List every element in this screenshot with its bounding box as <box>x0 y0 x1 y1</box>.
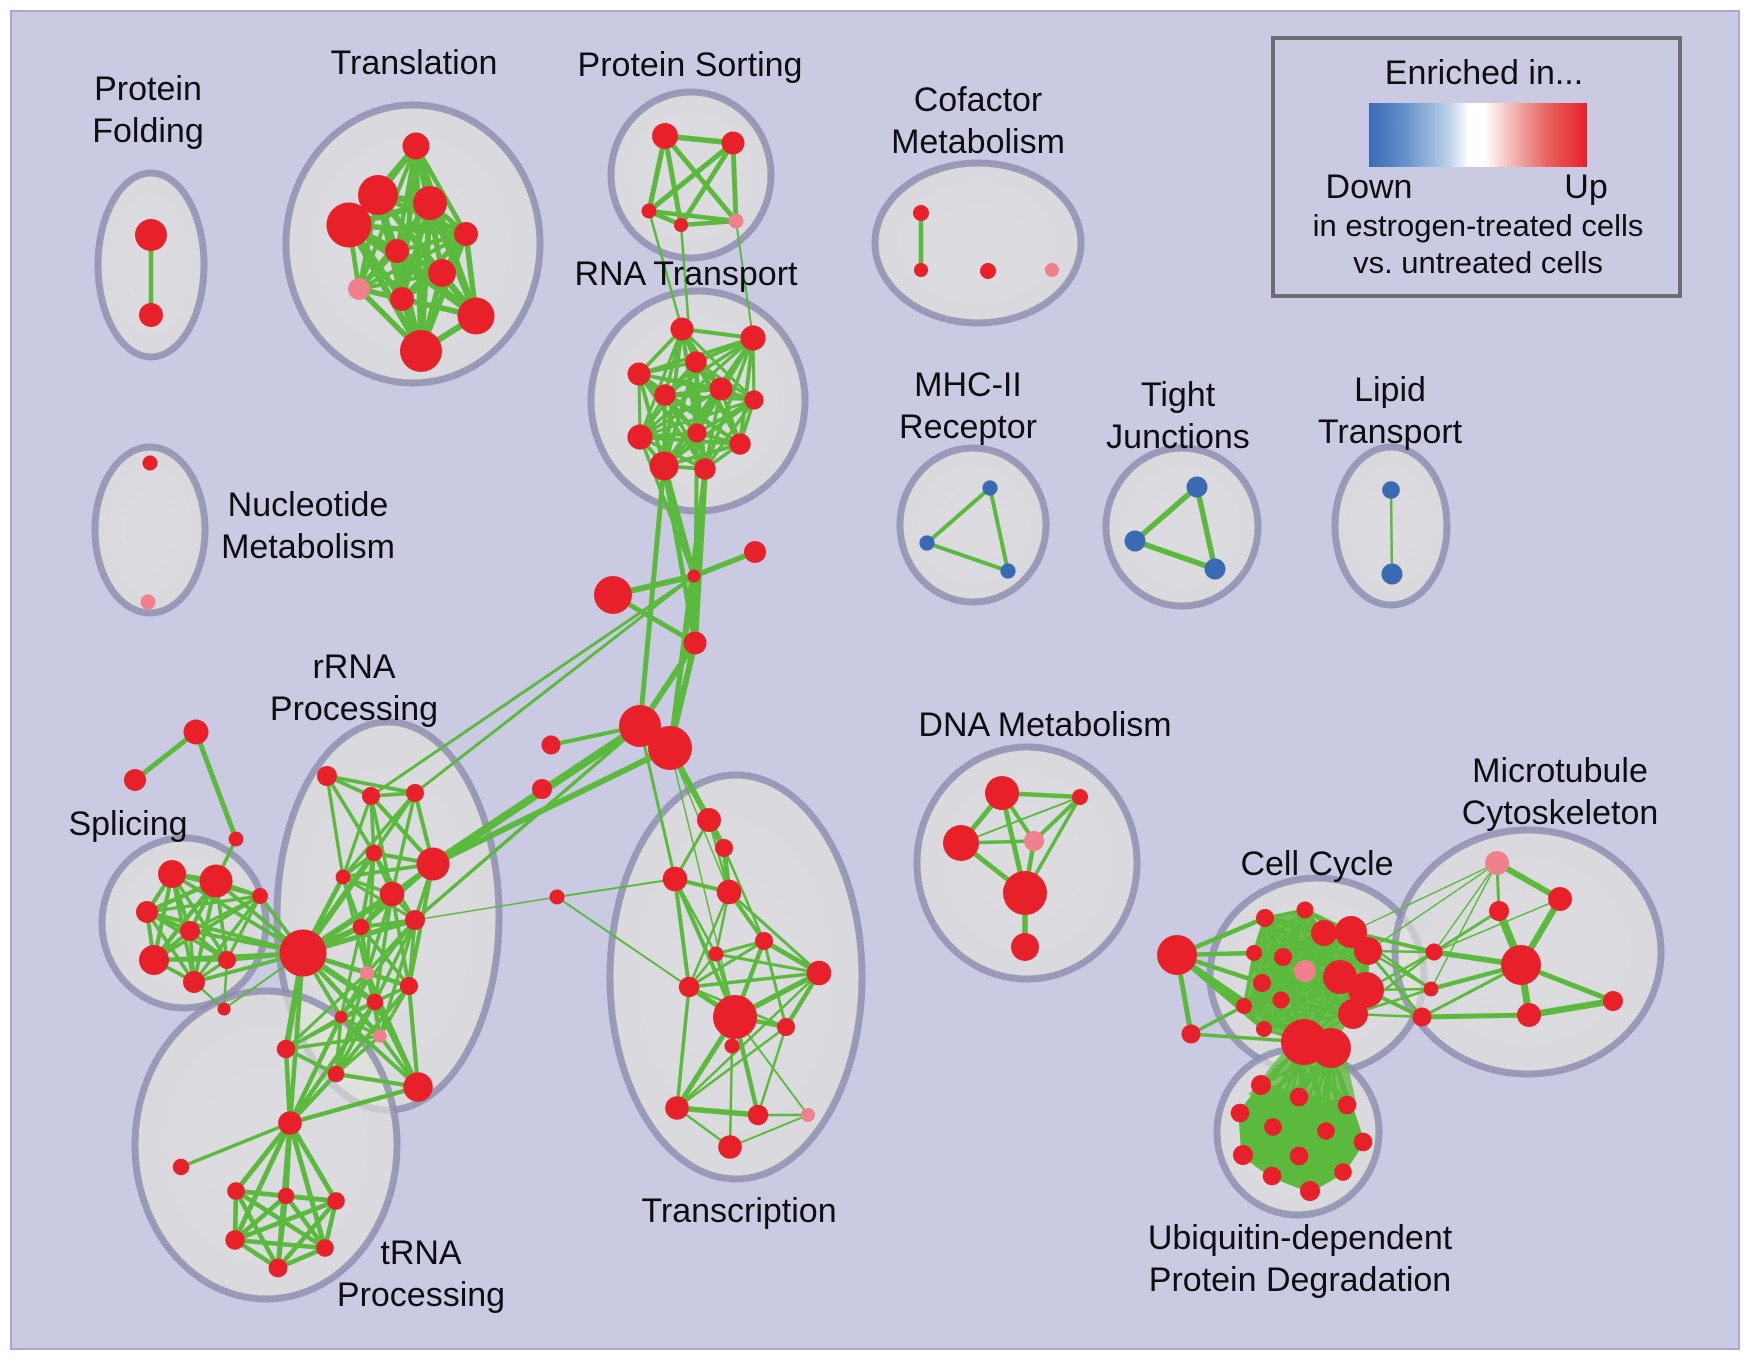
svg-text:Nucleotide: Nucleotide <box>228 486 389 524</box>
svg-text:Protein: Protein <box>94 70 202 108</box>
svg-text:Lipid: Lipid <box>1354 371 1426 409</box>
svg-text:Processing: Processing <box>270 690 438 728</box>
svg-text:in estrogen-treated cells: in estrogen-treated cells <box>1313 208 1644 243</box>
svg-text:Tight: Tight <box>1141 376 1216 414</box>
svg-text:RNA Transport: RNA Transport <box>575 255 799 293</box>
svg-text:Transcription: Transcription <box>641 1192 836 1230</box>
svg-text:Cofactor: Cofactor <box>914 81 1043 119</box>
svg-text:Junctions: Junctions <box>1106 418 1250 456</box>
svg-text:Processing: Processing <box>337 1276 505 1314</box>
svg-text:Cell Cycle: Cell Cycle <box>1240 845 1393 883</box>
svg-text:Metabolism: Metabolism <box>221 528 395 566</box>
svg-text:vs. untreated cells: vs. untreated cells <box>1353 245 1603 280</box>
svg-text:Translation: Translation <box>331 44 498 82</box>
svg-text:Down: Down <box>1326 168 1413 206</box>
svg-text:Splicing: Splicing <box>68 805 187 843</box>
svg-text:tRNA: tRNA <box>380 1234 462 1272</box>
svg-text:Protein Sorting: Protein Sorting <box>578 46 803 84</box>
svg-text:Protein Degradation: Protein Degradation <box>1149 1261 1451 1299</box>
svg-text:Cytoskeleton: Cytoskeleton <box>1462 794 1659 832</box>
svg-text:Enriched in...: Enriched in... <box>1385 54 1583 92</box>
svg-text:Transport: Transport <box>1318 413 1463 451</box>
svg-text:Metabolism: Metabolism <box>891 123 1065 161</box>
svg-text:Receptor: Receptor <box>899 408 1037 446</box>
svg-text:Folding: Folding <box>92 112 204 150</box>
svg-text:Ubiquitin-dependent: Ubiquitin-dependent <box>1148 1219 1453 1257</box>
svg-text:Up: Up <box>1564 168 1607 206</box>
svg-text:DNA Metabolism: DNA Metabolism <box>918 706 1171 744</box>
svg-text:rRNA: rRNA <box>312 648 395 686</box>
svg-text:Microtubule: Microtubule <box>1472 752 1648 790</box>
svg-text:MHC-II: MHC-II <box>914 366 1022 404</box>
